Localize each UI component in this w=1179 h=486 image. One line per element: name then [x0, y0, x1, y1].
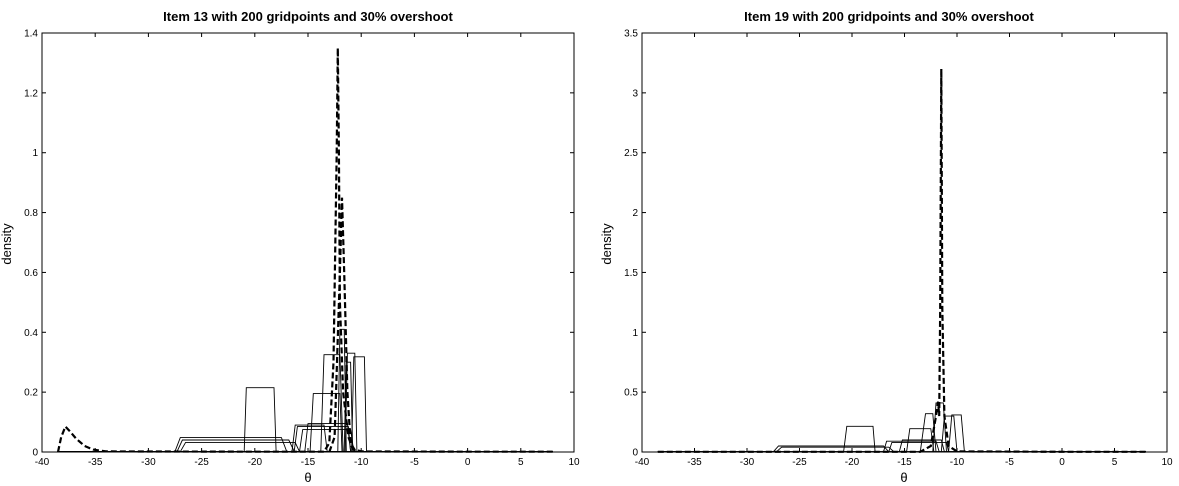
- dashed-density-line-1: [328, 197, 357, 453]
- x-tick-label: 5: [1112, 457, 1118, 468]
- x-tick-label: -15: [897, 457, 912, 468]
- y-axis-label: density: [599, 223, 614, 265]
- x-tick-label: -30: [141, 457, 156, 468]
- density-line-1: [657, 425, 1146, 453]
- x-axis-label: θ: [304, 470, 311, 485]
- chart-title: Item 19 with 200 gridpoints and 30% over…: [744, 9, 1034, 24]
- x-tick-label: 5: [518, 457, 524, 468]
- series-group: [56, 47, 553, 453]
- x-tick-label: -20: [845, 457, 860, 468]
- y-tick-label: 0.2: [24, 388, 38, 399]
- x-tick-label: -25: [194, 457, 209, 468]
- x-tick-label: -40: [35, 457, 50, 468]
- density-line-6: [657, 439, 1146, 453]
- density-line-9: [58, 423, 553, 452]
- y-axis-label: density: [0, 223, 14, 265]
- chart-title: Item 13 with 200 gridpoints and 30% over…: [163, 9, 453, 24]
- x-tick-label: -20: [248, 457, 263, 468]
- y-tick-label: 0.4: [24, 328, 38, 339]
- y-tick-label: 0.6: [24, 268, 38, 279]
- density-line-12: [58, 328, 553, 452]
- y-tick-label: 1.2: [24, 88, 38, 99]
- y-tick-label: 1.4: [24, 29, 38, 40]
- density-line-8: [657, 413, 1146, 453]
- x-tick-label: -25: [792, 457, 807, 468]
- y-tick-label: 0: [632, 448, 638, 459]
- x-tick-label: -10: [950, 457, 965, 468]
- density-line-5: [657, 441, 1146, 453]
- x-tick-label: 0: [1059, 457, 1065, 468]
- series-group: [657, 68, 1146, 453]
- y-tick-label: 1: [632, 328, 638, 339]
- chart-panel-item-13: Item 13 with 200 gridpoints and 30% over…: [0, 9, 580, 485]
- dashed-density-line-0: [657, 68, 1146, 453]
- x-tick-label: -40: [635, 457, 650, 468]
- y-tick-label: 0.5: [624, 388, 638, 399]
- density-line-2: [58, 387, 553, 453]
- x-tick-label: -5: [410, 457, 419, 468]
- x-tick-label: 0: [465, 457, 471, 468]
- y-tick-label: 1: [32, 148, 38, 159]
- density-line-9: [657, 402, 1146, 453]
- chart-panel-item-19: Item 19 with 200 gridpoints and 30% over…: [599, 9, 1173, 485]
- x-tick-label: -35: [88, 457, 103, 468]
- y-tick-label: 2: [632, 208, 638, 219]
- x-tick-label: -35: [687, 457, 702, 468]
- density-line-13: [58, 361, 553, 452]
- dashed-density-line-0: [56, 47, 553, 453]
- y-tick-label: 0.8: [24, 208, 38, 219]
- density-line-11: [657, 414, 1146, 453]
- y-tick-label: 3.5: [624, 29, 638, 40]
- density-line-10: [657, 415, 1146, 453]
- density-line-14: [58, 356, 553, 452]
- x-tick-label: -10: [354, 457, 369, 468]
- y-tick-label: 0: [32, 448, 38, 459]
- x-axis-label: θ: [900, 470, 907, 485]
- x-tick-label: 10: [568, 457, 580, 468]
- x-tick-label: -5: [1005, 457, 1014, 468]
- x-tick-label: -30: [740, 457, 755, 468]
- density-line-11: [58, 354, 553, 452]
- y-tick-label: 3: [632, 88, 638, 99]
- plot-area-frame: [641, 32, 1168, 453]
- y-tick-label: 2.5: [624, 148, 638, 159]
- y-tick-label: 1.5: [624, 268, 638, 279]
- density-line-15: [58, 352, 553, 453]
- x-tick-label: 10: [1161, 457, 1173, 468]
- plot-area-frame: [41, 32, 575, 453]
- x-tick-label: -15: [301, 457, 316, 468]
